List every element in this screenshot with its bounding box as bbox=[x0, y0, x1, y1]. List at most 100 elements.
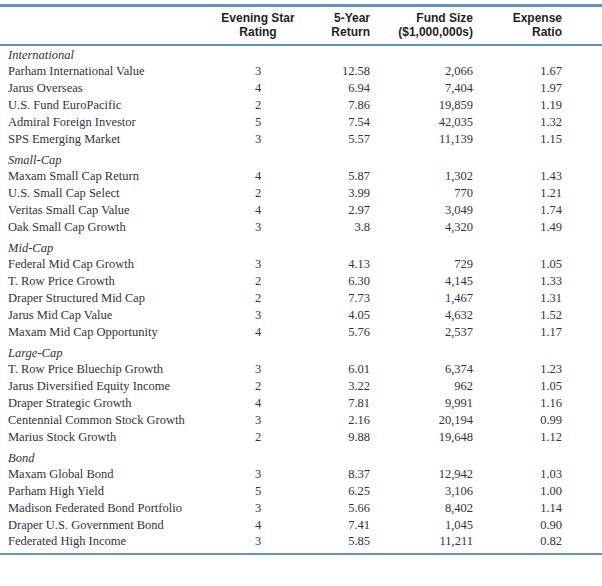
category-label: International bbox=[0, 45, 602, 63]
evening-star-rating-cell: 3 bbox=[218, 131, 298, 148]
expense-ratio-cell: 1.49 bbox=[480, 219, 602, 236]
fund-name-cell: Parham International Value bbox=[0, 63, 218, 80]
fund-size-cell: 4,632 bbox=[374, 307, 480, 324]
header-line: 5-Year bbox=[298, 12, 370, 26]
five-year-return-cell: 6.94 bbox=[298, 80, 374, 97]
expense-ratio-cell: 1.12 bbox=[480, 429, 602, 446]
fund-name-cell: T. Row Price Growth bbox=[0, 273, 218, 290]
five-year-return-cell: 7.73 bbox=[298, 290, 374, 307]
fund-size-cell: 4,145 bbox=[374, 273, 480, 290]
category-label: Small-Cap bbox=[0, 148, 602, 168]
fund-name-cell: Draper Structured Mid Cap bbox=[0, 290, 218, 307]
expense-ratio-cell: 1.15 bbox=[480, 131, 602, 148]
table-row: Federated High Income35.8511,2110.82 bbox=[0, 534, 602, 554]
table-row: Veritas Small Cap Value42.973,0491.74 bbox=[0, 202, 602, 219]
table-row: Marius Stock Growth29.8819,6481.12 bbox=[0, 429, 602, 446]
table-row: Oak Small Cap Growth33.84,3201.49 bbox=[0, 219, 602, 236]
evening-star-rating-cell: 2 bbox=[218, 378, 298, 395]
fund-size-cell: 19,648 bbox=[374, 429, 480, 446]
evening-star-rating-cell: 3 bbox=[218, 256, 298, 273]
evening-star-rating-cell: 3 bbox=[218, 500, 298, 517]
table-row: Centennial Common Stock Growth32.1620,19… bbox=[0, 412, 602, 429]
five-year-return-cell: 6.01 bbox=[298, 361, 374, 378]
fund-name-cell: Maxam Mid Cap Opportunity bbox=[0, 324, 218, 341]
fund-name-cell: Maxam Global Bond bbox=[0, 466, 218, 483]
expense-ratio-cell: 1.21 bbox=[480, 185, 602, 202]
category-label: Mid-Cap bbox=[0, 236, 602, 256]
evening-star-rating-cell: 3 bbox=[218, 412, 298, 429]
five-year-return-cell: 7.41 bbox=[298, 517, 374, 534]
expense-ratio-cell: 1.32 bbox=[480, 114, 602, 131]
table-row: Draper U.S. Government Bond47.411,0450.9… bbox=[0, 517, 602, 534]
fund-size-cell: 6,374 bbox=[374, 361, 480, 378]
fund-size-cell: 9,991 bbox=[374, 395, 480, 412]
fund-size-cell: 12,942 bbox=[374, 466, 480, 483]
fund-name-cell: Madison Federated Bond Portfolio bbox=[0, 500, 218, 517]
fund-size-cell: 11,139 bbox=[374, 131, 480, 148]
fund-size-column-header: Fund Size ($1,000,000s) bbox=[374, 6, 480, 46]
five-year-return-column-header: 5-Year Return bbox=[298, 6, 374, 46]
evening-star-rating-cell: 3 bbox=[218, 534, 298, 554]
five-year-return-cell: 5.76 bbox=[298, 324, 374, 341]
fund-name-cell: Admiral Foreign Investor bbox=[0, 114, 218, 131]
table-row: Draper Strategic Growth47.819,9911.16 bbox=[0, 395, 602, 412]
fund-size-cell: 2,066 bbox=[374, 63, 480, 80]
category-label: Bond bbox=[0, 446, 602, 466]
evening-star-rating-cell: 2 bbox=[218, 185, 298, 202]
evening-star-rating-cell: 3 bbox=[218, 219, 298, 236]
expense-ratio-cell: 1.14 bbox=[480, 500, 602, 517]
fund-size-cell: 962 bbox=[374, 378, 480, 395]
table-row: Parham International Value312.582,0661.6… bbox=[0, 63, 602, 80]
expense-ratio-cell: 1.00 bbox=[480, 483, 602, 500]
table-row: Parham High Yield56.253,1061.00 bbox=[0, 483, 602, 500]
evening-star-rating-cell: 2 bbox=[218, 429, 298, 446]
category-row: Small-Cap bbox=[0, 148, 602, 168]
fund-size-cell: 1,045 bbox=[374, 517, 480, 534]
evening-star-rating-cell: 3 bbox=[218, 63, 298, 80]
fund-data-table: Evening Star Rating 5-Year Return Fund S… bbox=[0, 4, 602, 555]
evening-star-rating-cell: 4 bbox=[218, 80, 298, 97]
five-year-return-cell: 6.30 bbox=[298, 273, 374, 290]
five-year-return-cell: 4.13 bbox=[298, 256, 374, 273]
expense-ratio-cell: 1.43 bbox=[480, 168, 602, 185]
fund-size-cell: 3,049 bbox=[374, 202, 480, 219]
header-line: Fund Size bbox=[374, 12, 473, 26]
table-header: Evening Star Rating 5-Year Return Fund S… bbox=[0, 6, 602, 46]
expense-ratio-cell: 1.05 bbox=[480, 378, 602, 395]
five-year-return-cell: 5.85 bbox=[298, 534, 374, 554]
expense-ratio-cell: 1.03 bbox=[480, 466, 602, 483]
fund-name-cell: Draper Strategic Growth bbox=[0, 395, 218, 412]
document-page: Evening Star Rating 5-Year Return Fund S… bbox=[0, 4, 602, 586]
expense-ratio-cell: 0.82 bbox=[480, 534, 602, 554]
expense-ratio-column-header: Expense Ratio bbox=[480, 6, 602, 46]
fund-name-cell: SPS Emerging Market bbox=[0, 131, 218, 148]
fund-name-cell: Jarus Diversified Equity Income bbox=[0, 378, 218, 395]
fund-size-cell: 2,537 bbox=[374, 324, 480, 341]
expense-ratio-cell: 0.99 bbox=[480, 412, 602, 429]
table-row: T. Row Price Bluechip Growth36.016,3741.… bbox=[0, 361, 602, 378]
expense-ratio-cell: 1.17 bbox=[480, 324, 602, 341]
fund-name-cell: Parham High Yield bbox=[0, 483, 218, 500]
five-year-return-cell: 12.58 bbox=[298, 63, 374, 80]
fund-size-cell: 1,467 bbox=[374, 290, 480, 307]
five-year-return-cell: 3.8 bbox=[298, 219, 374, 236]
evening-star-rating-cell: 2 bbox=[218, 290, 298, 307]
expense-ratio-cell: 1.05 bbox=[480, 256, 602, 273]
five-year-return-cell: 2.97 bbox=[298, 202, 374, 219]
evening-star-rating-cell: 3 bbox=[218, 466, 298, 483]
table-body: InternationalParham International Value3… bbox=[0, 45, 602, 554]
evening-star-rating-cell: 2 bbox=[218, 273, 298, 290]
fund-size-cell: 3,106 bbox=[374, 483, 480, 500]
table-row: U.S. Small Cap Select23.997701.21 bbox=[0, 185, 602, 202]
evening-star-rating-cell: 4 bbox=[218, 168, 298, 185]
evening-star-rating-cell: 5 bbox=[218, 114, 298, 131]
fund-size-cell: 20,194 bbox=[374, 412, 480, 429]
table-row: Maxam Global Bond38.3712,9421.03 bbox=[0, 466, 602, 483]
header-line: ($1,000,000s) bbox=[374, 26, 473, 40]
fund-size-cell: 8,402 bbox=[374, 500, 480, 517]
five-year-return-cell: 9.88 bbox=[298, 429, 374, 446]
header-line: Expense bbox=[480, 12, 562, 26]
header-line: Rating bbox=[218, 26, 298, 40]
expense-ratio-cell: 1.33 bbox=[480, 273, 602, 290]
five-year-return-cell: 7.81 bbox=[298, 395, 374, 412]
